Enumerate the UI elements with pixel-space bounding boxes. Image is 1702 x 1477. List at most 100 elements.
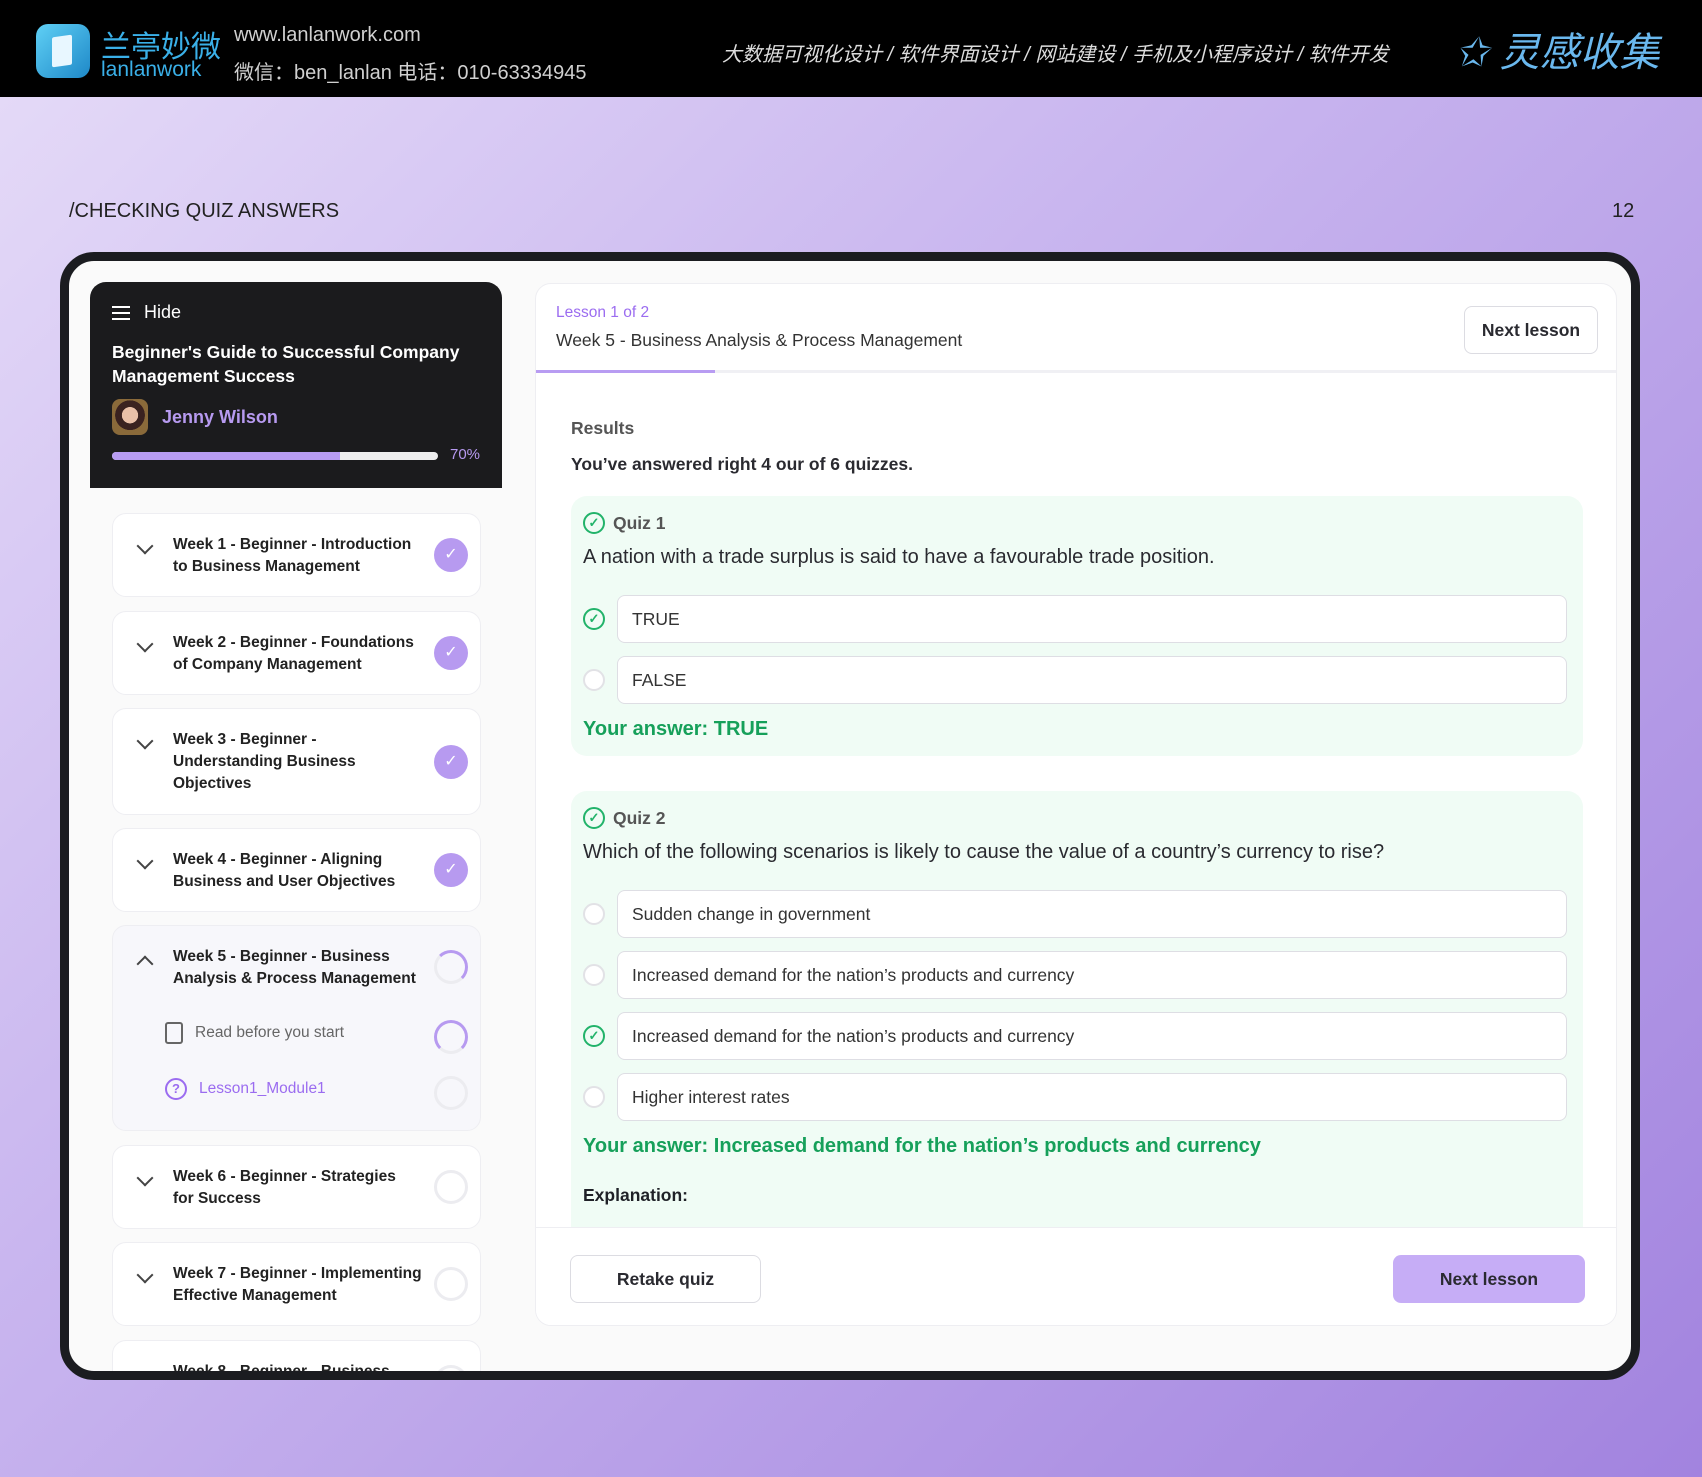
week-title: Week 2 - Beginner - Foundations of Compa… — [173, 634, 414, 673]
lesson-progress-tab — [536, 370, 715, 373]
week-item-8[interactable]: Week 8 - Beginner - Business — [112, 1340, 481, 1380]
your-answer: Your answer: Increased demand for the na… — [583, 1135, 1261, 1157]
week-item-1[interactable]: Week 1 - Beginner - Introduction to Busi… — [112, 513, 481, 597]
chevron-down-icon — [136, 852, 154, 870]
results-summary: You’ve answered right 4 our of 6 quizzes… — [571, 454, 913, 474]
quiz-question: A nation with a trade surplus is said to… — [583, 546, 1215, 568]
menu-icon — [112, 305, 130, 320]
chevron-up-icon — [136, 955, 154, 973]
option-label: Higher interest rates — [617, 1073, 1567, 1121]
week-item-7[interactable]: Week 7 - Beginner - Implementing Effecti… — [112, 1242, 481, 1326]
quiz-card-1: ✓ Quiz 1 A nation with a trade surplus is… — [571, 496, 1583, 756]
progress-percent: 70% — [450, 446, 481, 463]
your-answer: Your answer: TRUE — [583, 718, 769, 740]
week-title: Week 1 - Beginner - Introduction to Busi… — [173, 536, 412, 575]
quiz-header: ✓ Quiz 1 — [583, 512, 666, 534]
next-lesson-button-top[interactable]: Next lesson — [1464, 306, 1598, 354]
results-label: Results — [571, 418, 635, 438]
week-item-5[interactable]: Week 5 - Beginner - Business Analysis & … — [112, 925, 481, 1131]
complete-check-icon: ✓ — [434, 745, 468, 779]
lesson-item-quiz[interactable]: ? Lesson1_Module1 — [165, 1078, 326, 1100]
lesson-label: Lesson1_Module1 — [199, 1080, 326, 1097]
week-item-6[interactable]: Week 6 - Beginner - Strategies for Succe… — [112, 1145, 481, 1229]
week-title: Week 5 - Beginner - Business Analysis & … — [173, 948, 416, 987]
quiz-option[interactable]: Increased demand for the nation’s produc… — [583, 951, 1567, 999]
lesson-footer: Retake quiz Next lesson — [536, 1227, 1616, 1325]
course-header: Hide Beginner's Guide to Successful Comp… — [90, 282, 502, 488]
author: Jenny Wilson — [112, 399, 278, 435]
author-name[interactable]: Jenny Wilson — [162, 406, 278, 427]
explanation-label: Explanation: — [583, 1185, 689, 1205]
chevron-down-icon — [136, 1266, 154, 1284]
week-title: Week 6 - Beginner - Strategies for Succe… — [173, 1168, 396, 1207]
quiz-label: Quiz 2 — [613, 807, 666, 828]
option-label: Sudden change in government — [617, 890, 1567, 938]
chevron-down-icon — [136, 732, 154, 750]
radio-icon — [583, 964, 605, 986]
hide-sidebar-button[interactable]: Hide — [112, 302, 181, 323]
radio-icon — [583, 1086, 605, 1108]
option-label: FALSE — [617, 656, 1567, 704]
week-item-3[interactable]: Week 3 - Beginner - Understanding Busine… — [112, 708, 481, 815]
quiz-card-2: ✓ Quiz 2 Which of the following scenarios… — [571, 791, 1583, 1227]
page-number: 12 — [1612, 200, 1635, 222]
document-icon — [165, 1022, 183, 1044]
quiz-question: Which of the following scenarios is like… — [583, 841, 1385, 863]
retake-quiz-button[interactable]: Retake quiz — [570, 1255, 761, 1303]
not-started-icon — [434, 1170, 468, 1204]
quiz-option[interactable]: Sudden change in government — [583, 890, 1567, 938]
check-circle-icon: ✓ — [583, 1025, 605, 1047]
next-lesson-button[interactable]: Next lesson — [1393, 1255, 1585, 1303]
quiz-option[interactable]: ✓ TRUE — [583, 595, 1567, 643]
lesson-label: Read before you start — [195, 1024, 345, 1041]
chevron-down-icon — [136, 537, 154, 555]
week-item-4[interactable]: Week 4 - Beginner - Aligning Business an… — [112, 828, 481, 912]
quiz-option[interactable]: Higher interest rates — [583, 1073, 1567, 1121]
progress-fill — [112, 452, 341, 460]
brand-logo: ✩ 灵感收集 — [1455, 31, 1660, 75]
complete-check-icon: ✓ — [434, 636, 468, 670]
radio-icon — [583, 669, 605, 691]
week-title: Week 7 - Beginner - Implementing Effecti… — [173, 1265, 422, 1304]
quiz-option[interactable]: FALSE — [583, 656, 1567, 704]
week-title: Week 8 - Beginner - Business — [173, 1363, 390, 1380]
radio-icon — [583, 903, 605, 925]
avatar — [112, 399, 148, 435]
lesson-item-read[interactable]: Read before you start — [165, 1022, 344, 1044]
course-title: Beginner's Guide to Successful Company M… — [112, 342, 460, 386]
partial-progress-icon — [434, 1020, 468, 1054]
option-label: Increased demand for the nation’s produc… — [617, 1012, 1567, 1060]
complete-check-icon: ✓ — [434, 538, 468, 572]
logo-en: lanlanwork — [101, 58, 202, 81]
not-started-icon — [434, 1267, 468, 1301]
week-title: Week 3 - Beginner - Understanding Busine… — [173, 731, 356, 792]
contact-info: 微信：ben_lanlan 电话：010-63334945 — [234, 62, 587, 84]
page-title: /CHECKING QUIZ ANSWERS — [69, 200, 340, 222]
question-icon: ? — [165, 1078, 187, 1100]
course-progress-bar — [112, 452, 438, 460]
chevron-down-icon — [136, 1364, 154, 1371]
check-circle-icon: ✓ — [583, 807, 605, 829]
check-circle-icon: ✓ — [583, 608, 605, 630]
option-label: TRUE — [617, 595, 1567, 643]
site-url: www.lanlanwork.com — [234, 24, 421, 46]
quiz-label: Quiz 1 — [613, 512, 666, 533]
not-started-icon — [434, 1076, 468, 1110]
logo-icon — [36, 24, 90, 78]
option-label: Increased demand for the nation’s produc… — [617, 951, 1567, 999]
hide-label: Hide — [144, 302, 182, 322]
week-title: Week 4 - Beginner - Aligning Business an… — [173, 851, 396, 890]
services-list: 大数据可视化设计 / 软件界面设计 / 网站建设 / 手机及小程序设计 / 软件… — [722, 44, 1389, 66]
quiz-header: ✓ Quiz 2 — [583, 807, 666, 829]
partial-progress-icon — [434, 950, 468, 984]
quiz-option[interactable]: ✓ Increased demand for the nation’s produ… — [583, 1012, 1567, 1060]
chevron-down-icon — [136, 1169, 154, 1187]
week-item-2[interactable]: Week 2 - Beginner - Foundations of Compa… — [112, 611, 481, 695]
lesson-title: Week 5 - Business Analysis & Process Man… — [556, 330, 963, 350]
site-banner: 兰亭妙微 lanlanwork www.lanlanwork.com 微信：be… — [0, 0, 1702, 97]
device-frame: Hide Beginner's Guide to Successful Comp… — [60, 252, 1640, 1380]
brand-text: 灵感收集 — [1499, 31, 1660, 75]
results-content[interactable]: Results You’ve answered right 4 our of 6… — [536, 376, 1616, 1227]
lesson-counter: Lesson 1 of 2 — [556, 304, 650, 321]
logo-cn: 兰亭妙微 — [101, 31, 221, 64]
